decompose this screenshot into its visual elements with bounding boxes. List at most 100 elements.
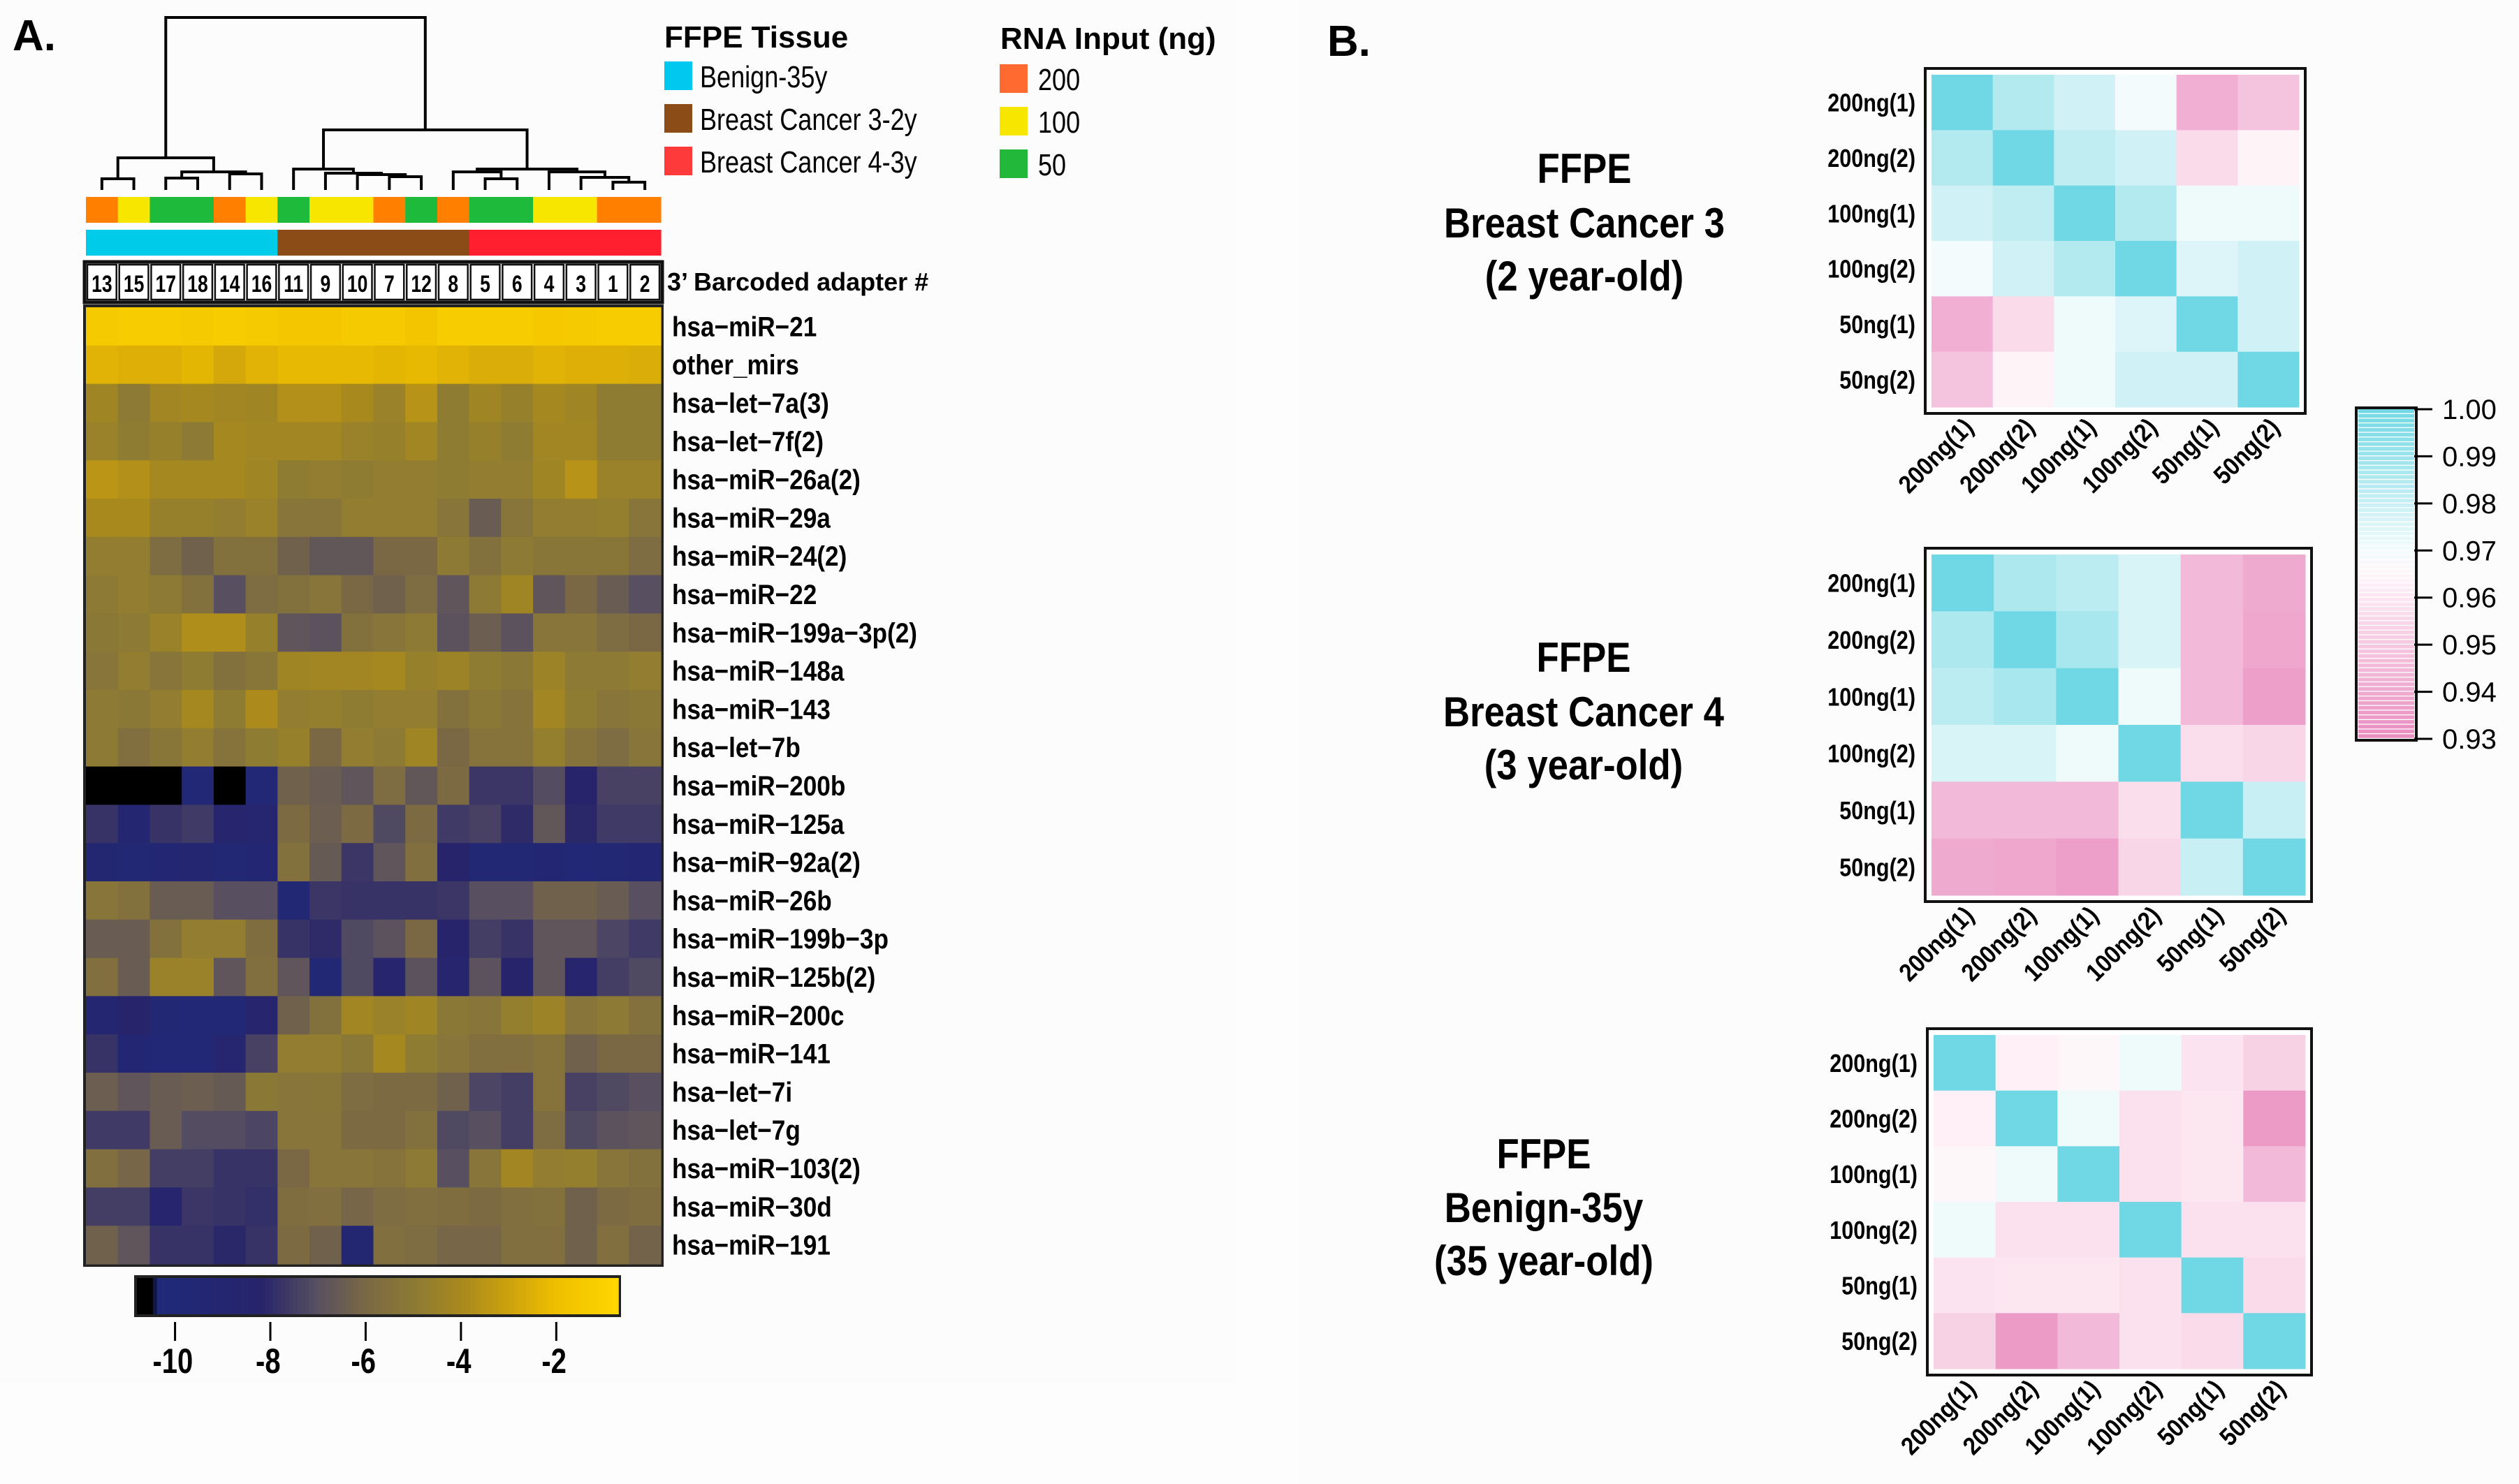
matrix-title-line: (35 year-old) (1434, 1237, 1653, 1284)
heatmap-cell (182, 805, 214, 844)
correlation-cell (1992, 351, 2054, 408)
legend-label: Breast Cancer 4-3y (700, 145, 917, 179)
correlation-cell (2242, 838, 2306, 896)
heatmap-cell (245, 957, 278, 997)
heatmap-cell (564, 805, 598, 844)
mirna-row-label: hsa−let−7g (672, 1115, 801, 1146)
correlation-cell (2237, 351, 2300, 408)
barcode-number: 17 (156, 271, 177, 297)
heatmap-cell (564, 919, 598, 959)
barcode-number: 10 (347, 271, 368, 297)
matrix-col-label: 50ng(2) (2208, 413, 2285, 490)
heatmap-cell (469, 499, 502, 538)
heatmap-cell (182, 1187, 214, 1226)
mirna-row-label: hsa−miR−29a (672, 502, 831, 534)
heatmap-cell (597, 383, 629, 423)
correlation-cell (2237, 130, 2300, 186)
panel-b-background (1299, 0, 2519, 1484)
colorbar-segment (373, 1278, 379, 1314)
corr-colorbar-segment (2358, 686, 2414, 691)
heatmap-cell (182, 766, 214, 805)
corr-colorbar-segment (2358, 456, 2414, 460)
colorbar-segment (301, 1278, 306, 1314)
heatmap-cell (629, 690, 662, 729)
heatmap-cell (277, 652, 310, 691)
heatmap-cell (437, 1149, 470, 1188)
heatmap-cell (437, 957, 470, 997)
colorbar-segment (321, 1278, 326, 1314)
correlation-cell (2057, 1257, 2120, 1314)
tissue-cell (597, 230, 629, 256)
heatmap-cell (309, 728, 342, 767)
tissue-cell (501, 230, 534, 256)
corr-colorbar-segment (2358, 621, 2414, 625)
correlation-cell (2057, 1313, 2120, 1369)
legend-swatch (1000, 149, 1028, 178)
correlation-cell (2119, 1146, 2182, 1203)
heatmap-cell (437, 422, 470, 461)
mirna-row-label: hsa−miR−199b−3p (672, 923, 889, 955)
heatmap-cell (437, 1110, 470, 1150)
mirna-row-label: hsa−miR−199a−3p(2) (672, 617, 917, 649)
heatmap-cell (597, 1073, 629, 1112)
legend-swatch (664, 61, 692, 90)
correlation-matrices: 200ng(1)200ng(2)100ng(1)100ng(2)50ng(1)5… (1434, 67, 2313, 1460)
colorbar-segment (586, 1278, 591, 1314)
heatmap-cell (533, 1149, 566, 1188)
barcode-number: 12 (411, 271, 432, 297)
heatmap-cell (437, 805, 470, 844)
heatmap-cell (117, 881, 151, 920)
corr-colorbar-segment (2358, 480, 2414, 484)
heatmap-cell (309, 499, 342, 538)
barcode-box (437, 263, 469, 301)
corr-colorbar-segment (2358, 724, 2414, 729)
heatmap-cell (437, 1034, 470, 1073)
colorbar-segment (485, 1278, 491, 1314)
colorbar-segment (397, 1278, 402, 1314)
heatmap-cell (277, 383, 310, 423)
colorbar-segment (574, 1278, 579, 1314)
heatmap-cell (117, 345, 151, 385)
rna-input-cell (182, 197, 214, 223)
heatmap-cell (629, 805, 662, 844)
heatmap-cell (469, 919, 502, 959)
heatmap-cell (437, 728, 470, 767)
heatmap-cell (86, 460, 119, 499)
heatmap-cell (277, 575, 310, 614)
rna-input-cell (86, 197, 119, 223)
heatmap-cell (564, 536, 598, 576)
barcode-number-row: 13 15 17 18 14 16 11 9 10 7 12 8 5 6 4 3 1 2 (82, 260, 664, 304)
heatmap-cell (405, 766, 438, 805)
heatmap-cell (149, 996, 182, 1035)
heatmap-cell (469, 613, 502, 652)
legend-label: 100 (1038, 105, 1080, 140)
heatmap-cell (469, 766, 502, 805)
colorbar-segment (509, 1278, 515, 1314)
barcode-number: 5 (480, 271, 490, 297)
barcode-box (502, 263, 533, 301)
heatmap-cell (149, 460, 182, 499)
heatmap-cell (341, 422, 374, 461)
heatmap-cell (86, 805, 119, 844)
heatmap-cell (309, 1034, 342, 1073)
heatmap-cell (245, 766, 278, 805)
colorbar-segment (481, 1278, 487, 1314)
corr-colorbar-segment (2358, 710, 2414, 714)
colorbar-segment (341, 1278, 346, 1314)
correlation-cell (1932, 296, 1994, 353)
heatmap-cell (149, 536, 182, 576)
matrix-title-line: FFPE (1497, 1131, 1591, 1177)
heatmap-cell (373, 536, 406, 576)
corr-colorbar-segment (2358, 499, 2414, 503)
heatmap-cell (533, 919, 566, 959)
heatmap-cell (213, 728, 247, 767)
heatmap-cell (277, 345, 310, 385)
barcode-box (342, 263, 373, 301)
colorbar-segment (345, 1278, 351, 1314)
correlation-cell (2115, 185, 2177, 242)
heatmap-cell (533, 805, 566, 844)
corr-colorbar-segment (2358, 734, 2414, 738)
corr-colorbar-segment (2358, 545, 2414, 550)
heatmap-cell (629, 383, 662, 423)
barcode-box (405, 263, 437, 301)
